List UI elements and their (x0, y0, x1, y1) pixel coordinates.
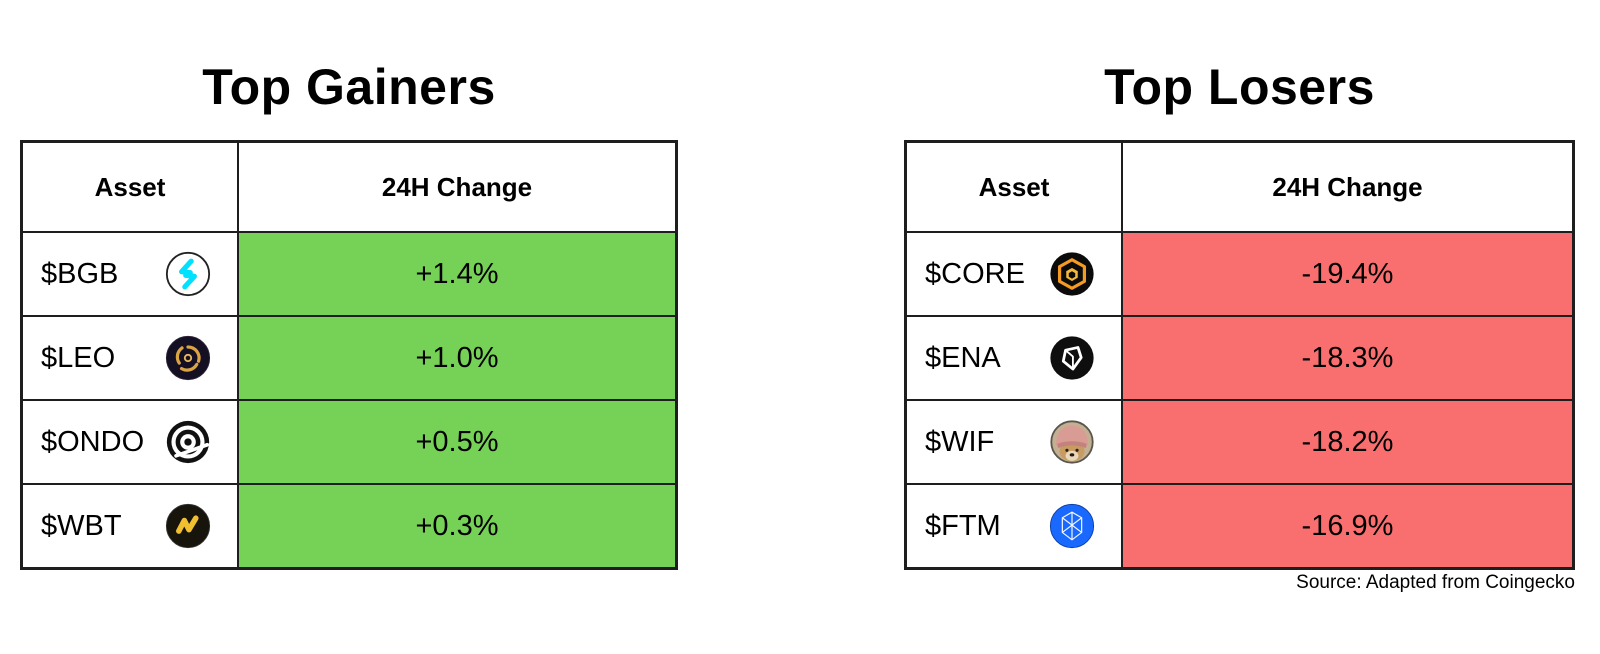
bitget-coin-icon (165, 251, 211, 297)
change-value-cell: +0.3% (237, 483, 675, 567)
change-value-cell: -19.4% (1121, 231, 1572, 315)
table-row-asset-wif: $WIF (907, 399, 1121, 483)
losers-header-asset: Asset (907, 143, 1121, 231)
asset-ticker: $LEO (41, 341, 116, 374)
gainers-table: Asset 24H Change $BGB +1.4% $LEO +1.0% $… (20, 140, 678, 570)
gainers-header-change: 24H Change (237, 143, 675, 231)
change-value-cell: +0.5% (237, 399, 675, 483)
asset-ticker: $WIF (925, 425, 995, 458)
losers-table: Asset 24H Change $CORE -19.4% $ENA -18.3… (904, 140, 1575, 570)
core-coin-icon (1050, 252, 1094, 296)
asset-ticker: $CORE (925, 257, 1025, 290)
leo-coin-icon (165, 335, 211, 381)
change-value-cell: +1.4% (237, 231, 675, 315)
whitebit-coin-icon (165, 503, 211, 549)
table-row-asset-core: $CORE (907, 231, 1121, 315)
table-row-asset-ftm: $FTM (907, 483, 1121, 567)
change-value-cell: +1.0% (237, 315, 675, 399)
table-row-asset-bgb: $BGB (23, 231, 237, 315)
dogwifhat-coin-icon (1050, 420, 1094, 464)
gainers-header-asset: Asset (23, 143, 237, 231)
asset-ticker: $FTM (925, 509, 1001, 542)
table-row-asset-ena: $ENA (907, 315, 1121, 399)
table-row-asset-ondo: $ONDO (23, 399, 237, 483)
losers-header-change: 24H Change (1121, 143, 1572, 231)
source-note: Source: Adapted from Coingecko (1296, 572, 1575, 593)
gainers-title: Top Gainers (202, 59, 496, 115)
change-value-cell: -18.3% (1121, 315, 1572, 399)
asset-ticker: $BGB (41, 257, 119, 290)
change-value-cell: -18.2% (1121, 399, 1572, 483)
change-value-cell: -16.9% (1121, 483, 1572, 567)
fantom-coin-icon (1049, 503, 1095, 549)
asset-ticker: $ONDO (41, 425, 145, 458)
ethena-coin-icon (1050, 336, 1094, 380)
table-row-asset-leo: $LEO (23, 315, 237, 399)
losers-title: Top Losers (1104, 59, 1375, 115)
ondo-coin-icon (166, 420, 210, 464)
asset-ticker: $ENA (925, 341, 1001, 374)
asset-ticker: $WBT (41, 509, 122, 542)
table-row-asset-wbt: $WBT (23, 483, 237, 567)
